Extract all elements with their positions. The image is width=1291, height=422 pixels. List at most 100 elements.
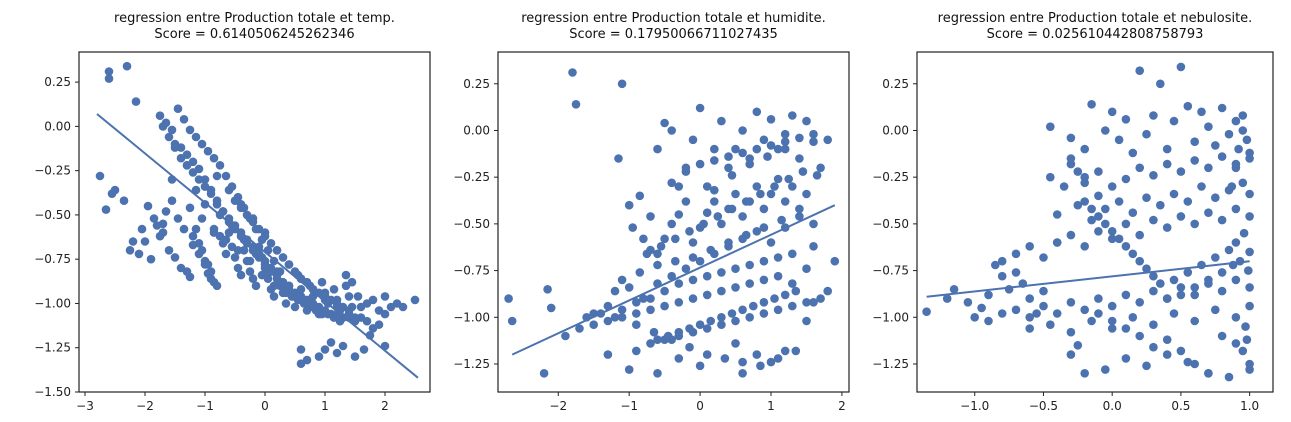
scatter-point bbox=[702, 290, 712, 300]
scatter-point bbox=[759, 223, 769, 232]
scatter-point bbox=[759, 309, 769, 318]
scatter-point bbox=[1066, 350, 1076, 359]
scatter-point bbox=[1052, 210, 1062, 219]
y-tick-label: −1.00 bbox=[872, 310, 909, 324]
scatter-point bbox=[756, 189, 765, 199]
scatter-point bbox=[660, 118, 669, 128]
scatter-point bbox=[997, 271, 1007, 281]
scatter-point bbox=[1234, 144, 1243, 154]
scatter-point bbox=[963, 298, 973, 307]
scatter-point bbox=[1087, 100, 1096, 109]
scatter-point bbox=[589, 320, 598, 330]
scatter-point bbox=[766, 115, 776, 124]
scatter-point bbox=[320, 345, 330, 354]
scatter-point bbox=[1244, 266, 1253, 275]
scatter-point bbox=[197, 139, 207, 149]
scatter-point bbox=[374, 320, 384, 330]
scatter-point bbox=[260, 256, 270, 266]
scatter-point bbox=[155, 111, 165, 120]
scatter-point bbox=[179, 224, 189, 234]
scatter-point bbox=[1190, 290, 1199, 300]
scatter-point bbox=[1162, 350, 1172, 359]
scatter-point bbox=[221, 171, 231, 181]
scatter-point bbox=[759, 298, 769, 307]
scatter-point bbox=[695, 159, 705, 169]
scatter-point bbox=[738, 126, 747, 135]
scatter-point bbox=[816, 163, 825, 173]
scatter-point bbox=[731, 316, 740, 326]
scatter-point bbox=[380, 292, 390, 301]
scatter-point bbox=[671, 256, 680, 266]
scatter-point bbox=[224, 185, 234, 195]
scatter-point bbox=[1114, 234, 1124, 244]
scatter-point bbox=[380, 309, 390, 319]
scatter-point bbox=[104, 74, 114, 83]
scatter-point bbox=[1224, 245, 1234, 255]
scatter-point bbox=[816, 294, 825, 303]
scatter-point bbox=[1217, 331, 1227, 341]
scatter-point bbox=[308, 285, 318, 294]
y-tick-label: −0.25 bbox=[453, 170, 490, 184]
scatter-point bbox=[646, 294, 655, 303]
scatter-point bbox=[688, 238, 698, 247]
scatter-point bbox=[717, 116, 726, 126]
y-tick-label: 0.00 bbox=[882, 123, 909, 137]
scatter-point bbox=[561, 331, 570, 341]
scatter-point bbox=[1238, 111, 1248, 120]
scatter-point bbox=[1231, 238, 1241, 247]
scatter-point bbox=[1231, 163, 1241, 173]
scatter-point bbox=[1128, 148, 1138, 158]
scatter-point bbox=[317, 309, 327, 319]
scatter-point bbox=[674, 279, 684, 288]
scatter-point bbox=[179, 115, 189, 124]
scatter-point bbox=[788, 301, 797, 311]
scatter-point bbox=[791, 286, 801, 296]
scatter-point bbox=[685, 342, 694, 352]
scatter-point bbox=[688, 275, 698, 285]
x-tick-label: 0.0 bbox=[1103, 399, 1122, 413]
scatter-point bbox=[356, 313, 366, 322]
scatter-point bbox=[614, 154, 623, 163]
scatter-point bbox=[1204, 275, 1213, 285]
scatter-point bbox=[143, 201, 153, 211]
scatter-point bbox=[188, 231, 198, 241]
scatter-point bbox=[802, 298, 811, 307]
scatter-point bbox=[350, 352, 360, 361]
scatter-point bbox=[1080, 144, 1089, 154]
scatter-point bbox=[1190, 359, 1199, 369]
scatter-point bbox=[991, 260, 1000, 270]
scatter-point bbox=[128, 237, 138, 246]
scatter-point bbox=[759, 275, 769, 285]
y-tick-label: −1.25 bbox=[34, 341, 71, 355]
scatter-point bbox=[688, 253, 698, 262]
scatter-point bbox=[681, 167, 691, 176]
scatter-point bbox=[1217, 103, 1227, 113]
scatter-point bbox=[780, 197, 790, 206]
scatter-point bbox=[152, 221, 162, 230]
scatter-point bbox=[610, 286, 620, 296]
x-tick-label: −2 bbox=[136, 399, 154, 413]
scatter-point bbox=[191, 224, 201, 234]
scatter-point bbox=[272, 246, 282, 255]
scatter-point bbox=[1238, 178, 1248, 188]
scatter-point bbox=[1025, 324, 1034, 333]
scatter-point bbox=[942, 294, 952, 303]
scatter-point bbox=[1197, 182, 1206, 191]
scatter-point bbox=[1087, 316, 1096, 326]
scatter-point bbox=[1190, 283, 1199, 292]
scatter-point bbox=[784, 174, 793, 184]
scatter-point bbox=[1121, 174, 1131, 184]
scatter-point bbox=[802, 316, 811, 326]
scatter-point bbox=[272, 270, 282, 280]
scatter-point bbox=[773, 305, 783, 315]
scatter-point bbox=[653, 260, 662, 270]
scatter-point bbox=[802, 189, 811, 199]
scatter-point bbox=[738, 148, 747, 158]
scatter-point bbox=[649, 327, 659, 337]
scatter-point bbox=[759, 256, 769, 266]
scatter-point bbox=[1231, 116, 1241, 126]
scatter-point bbox=[1004, 285, 1014, 294]
scatter-point bbox=[809, 129, 818, 139]
regression-line bbox=[926, 260, 1250, 298]
scatter-point bbox=[1190, 137, 1199, 146]
